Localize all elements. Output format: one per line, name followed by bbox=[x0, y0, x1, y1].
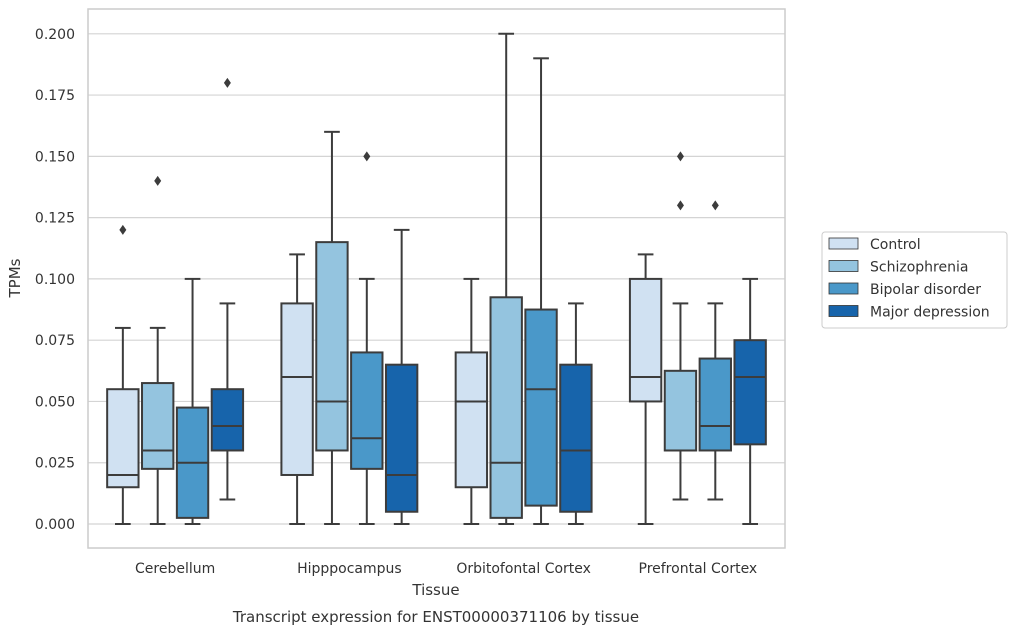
box-schizophrenia bbox=[315, 130, 349, 525]
box-body bbox=[489, 296, 523, 519]
plot-area bbox=[106, 32, 767, 525]
box-body bbox=[454, 351, 489, 489]
x-tick-label: Prefrontal Cortex bbox=[639, 561, 758, 577]
y-tick-label: 0.100 bbox=[35, 272, 75, 288]
box-body bbox=[559, 363, 593, 513]
box-bipolar-disorder bbox=[350, 151, 384, 525]
y-tick-label: 0.200 bbox=[35, 27, 75, 43]
legend-swatch bbox=[828, 237, 859, 250]
x-axis-ticks: Cerebellum Hipppocampus Orbitofontal Corte… bbox=[135, 561, 757, 577]
legend-label: Schizophrenia bbox=[870, 260, 968, 276]
x-tick-label: Orbitofontal Cortex bbox=[456, 561, 591, 577]
outlier-point bbox=[119, 224, 127, 235]
plot-frame bbox=[87, 8, 786, 549]
legend-label: Control bbox=[870, 237, 921, 253]
legend-swatch bbox=[828, 282, 859, 295]
y-tick-label: 0.175 bbox=[35, 88, 75, 104]
box-major-depression bbox=[384, 228, 419, 525]
outlier-point bbox=[363, 151, 371, 162]
x-axis-title: Tissue bbox=[411, 581, 459, 599]
box-body bbox=[628, 277, 663, 403]
outlier-point bbox=[676, 151, 684, 162]
box-body bbox=[350, 351, 384, 470]
box-control bbox=[454, 277, 489, 525]
y-tick-label: 0.150 bbox=[35, 149, 75, 165]
y-axis-title: TPMs bbox=[6, 258, 24, 298]
box-body bbox=[733, 339, 767, 446]
box-schizophrenia bbox=[663, 151, 698, 501]
outlier-point bbox=[676, 200, 684, 211]
box-schizophrenia bbox=[141, 175, 175, 525]
legend-frame bbox=[821, 231, 1008, 329]
y-axis-ticks: 0.000 0.025 0.050 0.075 0.100 0.125 0.150 0.175… bbox=[35, 27, 75, 533]
box-body bbox=[210, 388, 245, 452]
y-tick-label: 0.125 bbox=[35, 211, 75, 227]
x-tick-label: Hipppocampus bbox=[297, 561, 402, 577]
box-bipolar-disorder bbox=[175, 277, 210, 525]
box-control bbox=[628, 253, 663, 525]
chart-caption: Transcript expression for ENST0000037110… bbox=[232, 608, 639, 626]
outlier-point bbox=[154, 175, 162, 186]
box-major-depression bbox=[733, 277, 767, 525]
box-body bbox=[315, 241, 349, 452]
box-control bbox=[280, 253, 314, 525]
box-body bbox=[280, 302, 314, 476]
box-schizophrenia bbox=[489, 32, 523, 525]
outlier-point bbox=[711, 200, 719, 211]
box-control bbox=[106, 224, 140, 525]
box-body bbox=[663, 369, 698, 452]
box-bipolar-disorder bbox=[524, 57, 558, 525]
box-body bbox=[106, 388, 140, 489]
legend: Control Schizophrenia Bipolar disorder Majo… bbox=[821, 231, 1008, 329]
box-body bbox=[698, 357, 732, 452]
box-major-depression bbox=[210, 77, 245, 501]
box-major-depression bbox=[559, 302, 593, 525]
legend-label: Bipolar disorder bbox=[870, 282, 981, 298]
legend-swatch bbox=[828, 260, 859, 272]
box-body bbox=[524, 308, 558, 507]
y-tick-label: 0.000 bbox=[35, 517, 75, 533]
legend-swatch bbox=[828, 305, 859, 317]
box-body bbox=[384, 363, 419, 513]
legend-label: Major depression bbox=[870, 305, 990, 321]
y-tick-label: 0.050 bbox=[35, 394, 75, 410]
box-body bbox=[141, 382, 175, 470]
x-tick-label: Cerebellum bbox=[135, 561, 215, 577]
y-tick-label: 0.075 bbox=[35, 333, 75, 349]
box-bipolar-disorder bbox=[698, 200, 732, 501]
outlier-point bbox=[223, 77, 231, 88]
y-tick-label: 0.025 bbox=[35, 456, 75, 472]
